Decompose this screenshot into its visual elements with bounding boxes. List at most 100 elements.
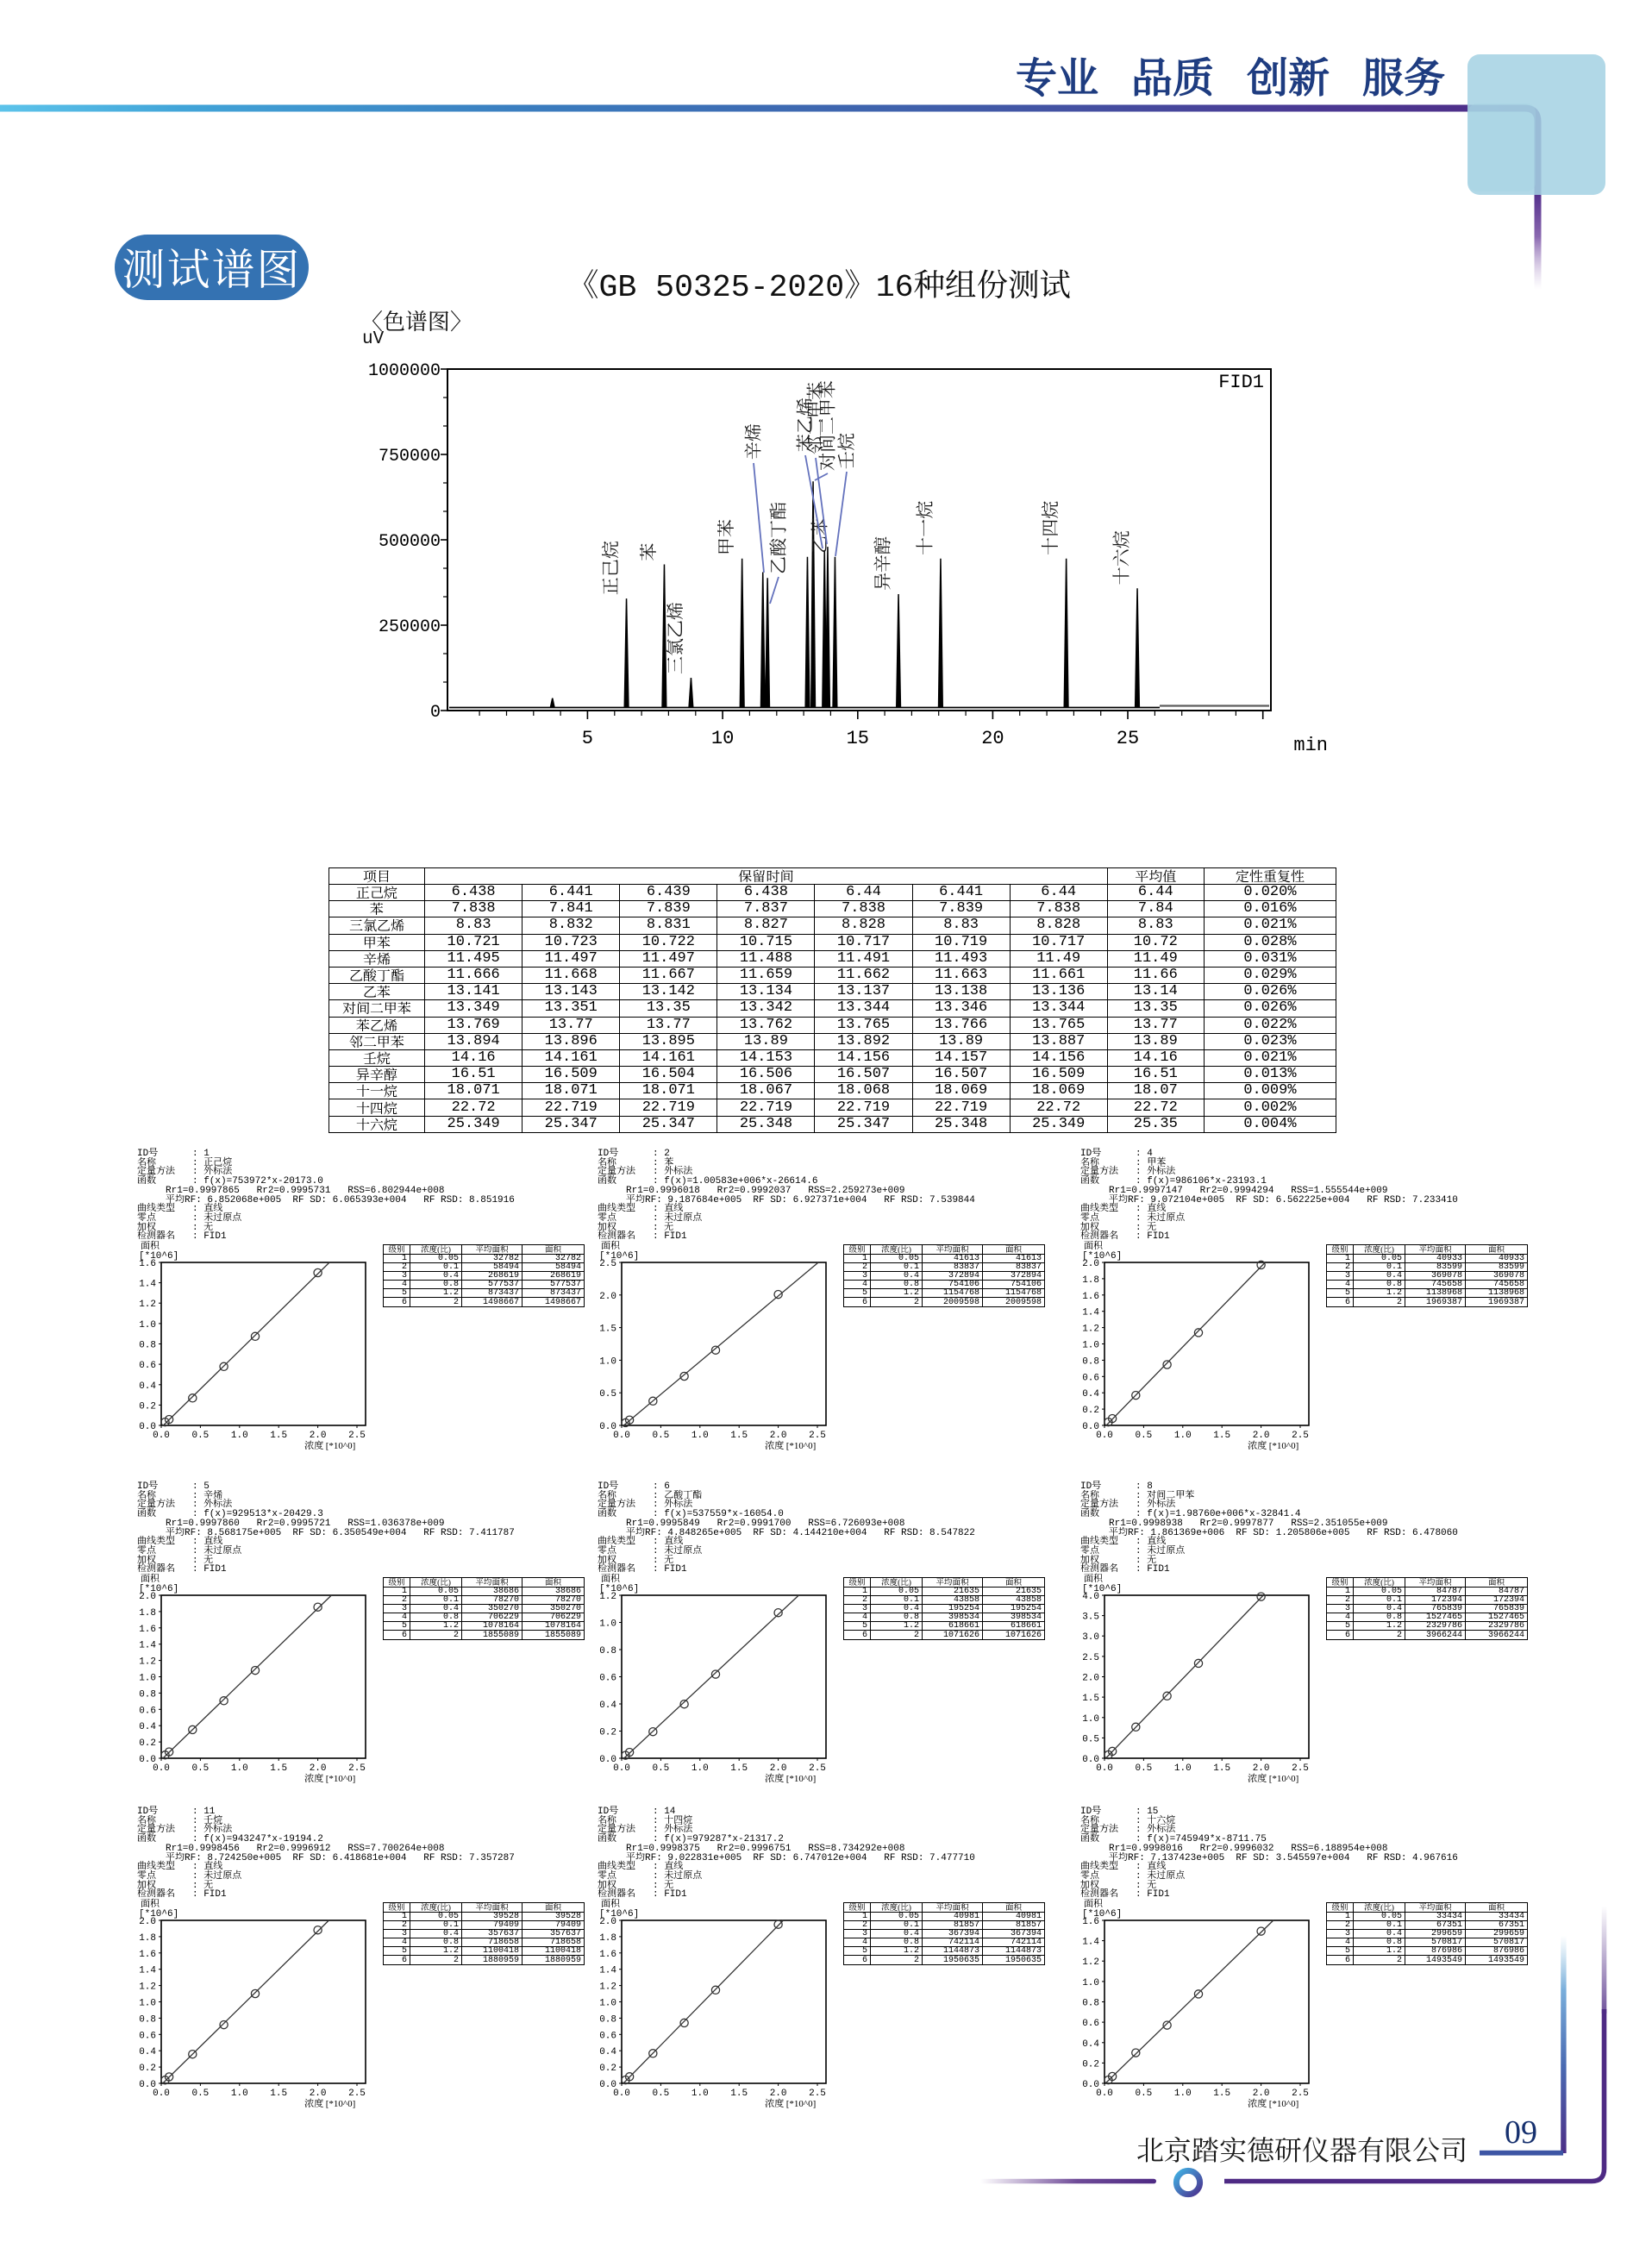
svg-text:0.0: 0.0 [613,1763,630,1774]
svg-text:3.5: 3.5 [1082,1613,1099,1623]
svg-text:[*10^6]: [*10^6] [1082,1584,1122,1594]
svg-text:浓度 [*10^0]: 浓度 [*10^0] [1248,2096,1298,2110]
svg-text:[*10^6]: [*10^6] [139,1584,178,1594]
svg-text:1.6: 1.6 [139,1259,156,1269]
svg-text:25: 25 [1117,728,1139,749]
svg-text:1.0: 1.0 [599,1619,616,1630]
svg-text:面积: 面积 [141,1896,160,1910]
svg-text:2.5: 2.5 [348,2089,366,2099]
svg-text:壬烷: 壬烷 [833,433,859,469]
svg-text:1.5: 1.5 [1213,1763,1230,1774]
svg-text:0.4: 0.4 [139,2047,156,2057]
svg-text:min: min [1293,735,1328,756]
svg-text:浓度 [*10^0]: 浓度 [*10^0] [765,2096,816,2110]
svg-text:1.5: 1.5 [730,1763,748,1774]
svg-text:0.4: 0.4 [599,1700,616,1711]
svg-text:对间二甲苯: 对间二甲苯 [814,380,840,471]
svg-text:[*10^6]: [*10^6] [599,1251,639,1262]
svg-text:1.8: 1.8 [599,1933,616,1944]
svg-text:面积: 面积 [1084,1896,1103,1910]
svg-text:面积: 面积 [1084,1571,1103,1585]
svg-text:1.2: 1.2 [139,1657,156,1668]
svg-text:2.0: 2.0 [770,1431,787,1441]
svg-text:0.0: 0.0 [153,2089,170,2099]
svg-text:异辛醇: 异辛醇 [869,536,895,591]
svg-text:浓度 [*10^0]: 浓度 [*10^0] [1248,1771,1298,1785]
svg-text:2.0: 2.0 [139,1917,156,1927]
svg-text:乙苯: 乙苯 [806,517,832,554]
svg-text:面积: 面积 [601,1571,620,1585]
svg-text:十六烷: 十六烷 [1108,530,1134,585]
svg-text:1.5: 1.5 [599,1325,616,1335]
svg-text:1.5: 1.5 [1213,2089,1230,2099]
svg-text:面积: 面积 [141,1571,160,1585]
svg-text:0.8: 0.8 [139,1341,156,1351]
svg-text:2.0: 2.0 [770,2089,787,2099]
svg-text:0.0: 0.0 [599,2080,616,2090]
svg-text:0.8: 0.8 [599,1646,616,1656]
svg-text:1.4: 1.4 [599,1966,616,1976]
svg-text:0.0: 0.0 [1082,2080,1099,2090]
svg-text:1.2: 1.2 [599,1592,616,1602]
svg-text:0.2: 0.2 [139,2064,156,2074]
svg-text:0.5: 0.5 [652,1431,669,1441]
svg-text:2.5: 2.5 [348,1763,366,1774]
svg-text:0.5: 0.5 [599,1389,616,1400]
svg-text:2.5: 2.5 [809,1763,826,1774]
svg-text:1.5: 1.5 [1082,1694,1099,1704]
svg-text:2.5: 2.5 [599,1259,616,1269]
svg-text:0.5: 0.5 [1082,1734,1099,1744]
svg-text:1.2: 1.2 [139,1982,156,1993]
svg-text:250000: 250000 [379,617,441,637]
svg-text:十四烷: 十四烷 [1037,501,1063,555]
svg-text:2.0: 2.0 [1082,1674,1099,1684]
svg-text:0.6: 0.6 [1082,1373,1099,1383]
svg-text:1.2: 1.2 [1082,1325,1099,1335]
svg-text:0.8: 0.8 [139,2014,156,2025]
svg-text:0.4: 0.4 [599,2047,616,2057]
svg-text:5: 5 [582,728,593,749]
svg-text:0.5: 0.5 [652,2089,669,2099]
svg-text:1.0: 1.0 [231,2089,248,2099]
svg-text:0.0: 0.0 [599,1755,616,1765]
svg-text:0.8: 0.8 [1082,1999,1099,2009]
svg-text:0.5: 0.5 [191,1431,209,1441]
svg-text:浓度 [*10^0]: 浓度 [*10^0] [765,1771,816,1785]
svg-text:1.0: 1.0 [231,1763,248,1774]
svg-text:2.5: 2.5 [1082,1653,1099,1663]
svg-text:0.8: 0.8 [599,2014,616,2025]
svg-text:0.0: 0.0 [599,1422,616,1432]
svg-text:2.0: 2.0 [1253,1763,1270,1774]
svg-text:0.0: 0.0 [1096,2089,1113,2099]
svg-text:0.6: 0.6 [599,1674,616,1684]
svg-text:0.6: 0.6 [139,1361,156,1371]
svg-text:1.4: 1.4 [139,1966,156,1976]
svg-text:辛烯: 辛烯 [740,423,766,460]
svg-text:1.6: 1.6 [1082,1917,1099,1927]
svg-text:2.0: 2.0 [1253,2089,1270,2099]
svg-text:4.0: 4.0 [1082,1592,1099,1602]
svg-text:0.5: 0.5 [1135,1763,1152,1774]
svg-text:面积: 面积 [1084,1238,1103,1252]
svg-text:1.0: 1.0 [139,1320,156,1331]
svg-text:0.0: 0.0 [1082,1422,1099,1432]
svg-text:10: 10 [711,728,734,749]
svg-text:0.8: 0.8 [139,1689,156,1700]
svg-text:0.2: 0.2 [1082,2059,1099,2070]
svg-text:面积: 面积 [141,1238,160,1252]
svg-text:2.0: 2.0 [1253,1431,1270,1441]
svg-text:十一烷: 十一烷 [911,501,937,555]
svg-text:[*10^6]: [*10^6] [139,1909,178,1919]
svg-text:1.5: 1.5 [270,1763,287,1774]
svg-text:0.0: 0.0 [153,1431,170,1441]
svg-text:0.0: 0.0 [613,2089,630,2099]
svg-text:甲苯: 甲苯 [713,519,739,555]
svg-text:1.0: 1.0 [691,1763,709,1774]
svg-text:0.2: 0.2 [139,1738,156,1749]
svg-text:三氯乙烯: 三氯乙烯 [661,602,687,674]
svg-text:500000: 500000 [379,532,441,552]
svg-text:0.6: 0.6 [1082,2019,1099,2029]
svg-text:0.2: 0.2 [1082,1406,1099,1416]
svg-text:0.0: 0.0 [139,2080,156,2090]
svg-text:1.6: 1.6 [1082,1292,1099,1302]
